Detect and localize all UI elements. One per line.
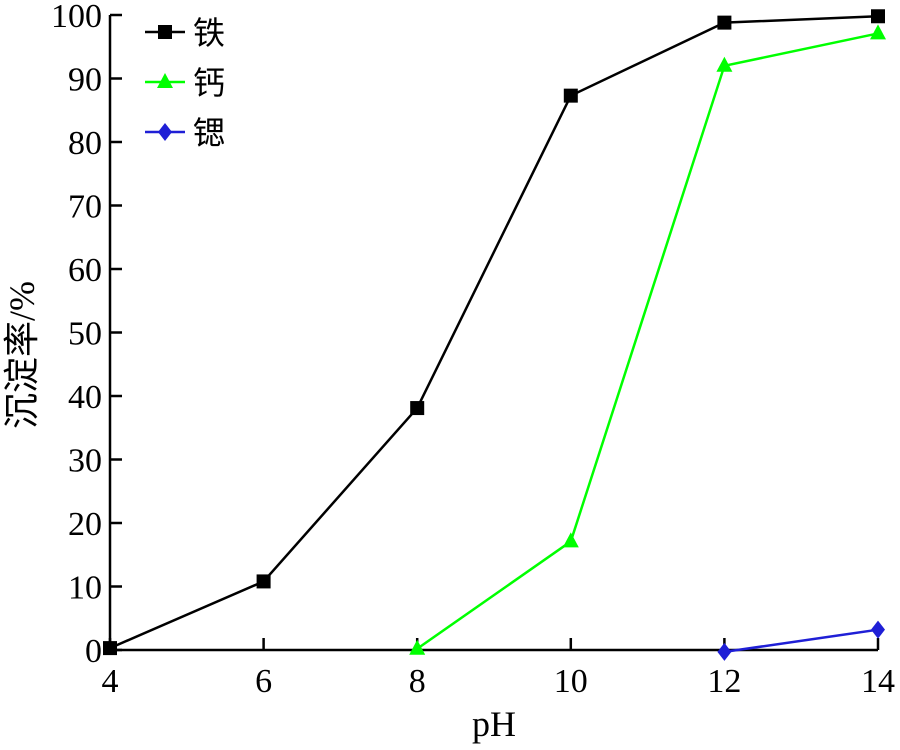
- series-3: [717, 620, 885, 661]
- series-1-point-4: [563, 88, 578, 103]
- x-tick-label-12: 12: [707, 663, 741, 700]
- y-tick-label-80: 80: [68, 125, 102, 162]
- y-tick-label-50: 50: [68, 316, 102, 353]
- legend-item-1: 铁: [145, 14, 225, 52]
- series-2-point-2: [562, 532, 579, 548]
- x-tick-label-14: 14: [861, 663, 895, 700]
- legend-label-1: 铁: [193, 14, 225, 52]
- y-tick-label-10: 10: [68, 570, 102, 607]
- y-tick-label-20: 20: [68, 506, 102, 543]
- legend-label-2: 钙: [193, 64, 225, 102]
- series-2-point-4: [870, 24, 886, 40]
- series-layer: [103, 9, 886, 661]
- y-tick-label-40: 40: [68, 379, 102, 416]
- y-tick-label-0: 0: [85, 633, 102, 670]
- x-tick-label-6: 6: [255, 663, 272, 700]
- y-tick-label-100: 100: [51, 0, 102, 35]
- series-1-point-3: [410, 401, 425, 416]
- x-axis-title: pH: [472, 704, 516, 744]
- legend: 铁钙锶: [145, 14, 225, 152]
- series-3-point-2: [871, 620, 885, 639]
- series-2-point-1: [409, 639, 426, 655]
- legend-item-2: 钙: [145, 64, 225, 102]
- y-tick-label-90: 90: [68, 62, 102, 99]
- series-1-line: [109, 15, 879, 650]
- series-3-line: [724, 628, 879, 654]
- x-tick-label-8: 8: [409, 663, 426, 700]
- legend-marker-3: [158, 123, 172, 141]
- x-tick-label-10: 10: [554, 663, 588, 700]
- y-tick-label-30: 30: [68, 443, 102, 480]
- series-2: [409, 24, 886, 655]
- legend-label-3: 锶: [193, 114, 225, 152]
- y-tick-label-70: 70: [68, 189, 102, 226]
- series-3-point-1: [717, 642, 732, 661]
- series-1-point-1: [103, 641, 117, 656]
- series-2-line: [416, 32, 879, 650]
- series-1-point-6: [871, 9, 885, 24]
- series-1-point-2: [256, 574, 271, 589]
- series-1: [103, 9, 885, 656]
- legend-marker-2: [157, 73, 173, 88]
- y-axis-title: 沉淀率/%: [2, 281, 42, 429]
- series-2-point-3: [716, 56, 733, 72]
- axes: 4 6 8 10 12 14 0 10 20 30 40 50 60 70 80 90 100: [51, 0, 895, 700]
- legend-marker-1: [158, 25, 172, 39]
- x-tick-label-4: 4: [102, 663, 119, 700]
- series-1-point-5: [717, 15, 732, 30]
- y-tick-label-60: 60: [68, 252, 102, 289]
- legend-item-3: 锶: [145, 114, 225, 152]
